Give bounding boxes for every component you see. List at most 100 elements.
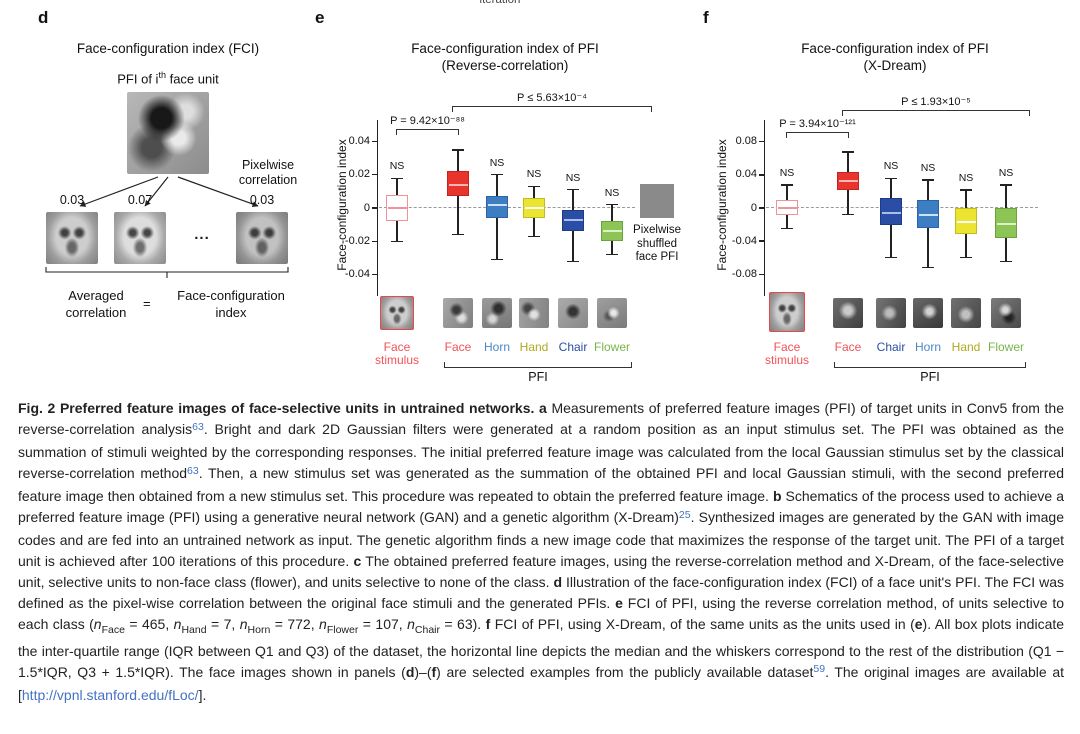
- box-hand: [955, 208, 977, 235]
- caption-text: ].: [198, 686, 207, 703]
- y-tick: [372, 240, 377, 242]
- box-face: [447, 171, 469, 197]
- whisker-line: [611, 204, 613, 255]
- whisker-cap-bottom: [1000, 261, 1012, 263]
- whisker-cap-bottom: [885, 256, 897, 259]
- category-label-face-stimulus: Face stimulus: [374, 340, 419, 367]
- caption-text: n: [319, 616, 327, 632]
- thumbnail-flower: [991, 298, 1021, 328]
- whisker-cap-top: [1000, 184, 1012, 186]
- median-line: [918, 213, 938, 216]
- whisker-cap-bottom: [491, 258, 503, 261]
- caption-text: Measurements of preferred feature images…: [18, 400, 1064, 437]
- face-stimulus-image: [114, 212, 166, 264]
- whisker-line: [927, 179, 929, 268]
- caption-text: )–(: [414, 663, 432, 680]
- whisker-cap-top: [606, 204, 618, 206]
- panel-e-title-line2: (Reverse-correlation): [441, 58, 569, 73]
- caption-text: n: [173, 616, 182, 632]
- shuffled-pfi-label-line3: face PFI: [635, 251, 679, 263]
- pixelwise-correlation-line1: Pixelwise: [241, 158, 295, 172]
- whisker-line: [965, 189, 967, 258]
- thumbnail-horn: [482, 298, 512, 328]
- whisker-cap-bottom: [842, 214, 854, 216]
- box-face: [837, 171, 859, 190]
- box-chair: [562, 209, 584, 232]
- reference-link[interactable]: 25: [678, 508, 691, 521]
- ns-label: NS: [883, 160, 899, 173]
- median-line: [777, 206, 797, 210]
- caption-text: d: [553, 574, 563, 590]
- caption-text: FCI of PFI, using the reverse correlatio…: [18, 595, 1065, 632]
- caption-text: ) are selected examples from the publicl…: [436, 663, 814, 680]
- pfi-bracket-tick: [631, 362, 633, 367]
- y-tick: [372, 273, 377, 275]
- category-label-flower: Flower: [593, 340, 630, 354]
- category-label-hand: Hand: [951, 340, 981, 354]
- whisker-cap-bottom: [452, 233, 464, 236]
- pfi-image: [127, 92, 209, 174]
- p-value-label: P ≤ 1.93×10⁻⁵: [901, 96, 971, 108]
- whisker-cap-top: [842, 151, 854, 153]
- significance-bracket: [842, 110, 1030, 111]
- y-tick: [372, 174, 377, 176]
- shuffled-pfi-label-line2: shuffled: [636, 237, 678, 250]
- whisker-line: [890, 178, 892, 258]
- fci-line1: Face-configuration: [177, 288, 285, 303]
- pfi-bracket-tick: [1025, 362, 1027, 367]
- y-tick: [372, 140, 377, 143]
- thumbnail-face-stimulus: [769, 292, 805, 332]
- y-axis-line: [377, 120, 379, 296]
- correlation-value: 0.03: [249, 193, 275, 207]
- panel-d-title: Face-configuration index (FCI): [76, 41, 260, 56]
- pfi-bracket: [444, 367, 632, 368]
- category-label-face-stimulus: Face stimulus: [764, 340, 809, 367]
- whisker-line: [457, 149, 459, 235]
- category-label-face: Face: [834, 340, 862, 354]
- box-chair: [880, 198, 902, 225]
- face-stimulus-image: [46, 212, 98, 264]
- significance-bracket-tick: [396, 129, 398, 135]
- significance-bracket-tick: [452, 106, 454, 112]
- panel-f-letter: f: [703, 8, 709, 27]
- caption-text: Schematics of the process used to achiev…: [18, 488, 1064, 525]
- y-tick: [759, 141, 764, 143]
- whisker-cap-top: [922, 179, 934, 181]
- median-line: [956, 220, 976, 224]
- pfi-unit-label-sup: th: [158, 70, 166, 80]
- fci-result-label: Face-configuration index: [156, 288, 306, 321]
- ns-label: NS: [565, 171, 581, 184]
- ns-label: NS: [998, 166, 1014, 179]
- pfi-bracket-tick: [834, 362, 836, 367]
- url-link[interactable]: http://vpnl.stanford.edu/fLoc/: [21, 686, 199, 703]
- y-tick: [759, 207, 764, 209]
- thumbnail-face-stimulus: [380, 296, 414, 330]
- median-line: [996, 222, 1016, 225]
- caption-text: FCI of PFI, using X-Dream, of the same u…: [490, 616, 915, 632]
- box-flower: [995, 208, 1017, 238]
- whisker-cap-bottom: [922, 266, 934, 269]
- caption-text: = 465,: [124, 616, 174, 632]
- significance-bracket: [452, 106, 652, 107]
- panel-e-letter: e: [315, 8, 325, 27]
- caption-text: f: [485, 616, 491, 632]
- reference-link[interactable]: 63: [192, 420, 204, 433]
- caption-text: n: [93, 616, 102, 632]
- significance-bracket: [786, 132, 849, 133]
- y-axis-line: [764, 120, 766, 296]
- reference-link[interactable]: 63: [187, 464, 199, 477]
- y-tick: [759, 273, 764, 275]
- caption-text: Chair: [414, 623, 440, 636]
- caption-text: . Bright and dark 2D Gaussian filters we…: [18, 421, 1064, 481]
- whisker-cap-top: [452, 149, 464, 151]
- caption-text: Illustration of the face-configuration i…: [18, 574, 1064, 611]
- ns-label: NS: [958, 171, 974, 184]
- shuffled-pfi-label-line1: Pixelwise: [633, 224, 681, 236]
- x-axis-label: PFI: [920, 370, 940, 384]
- pixelwise-correlation-line2: correlation: [238, 173, 298, 187]
- box-horn: [486, 196, 508, 218]
- caption-text: = 107,: [358, 616, 408, 632]
- reference-link[interactable]: 59: [813, 663, 826, 676]
- ns-label: NS: [604, 186, 620, 199]
